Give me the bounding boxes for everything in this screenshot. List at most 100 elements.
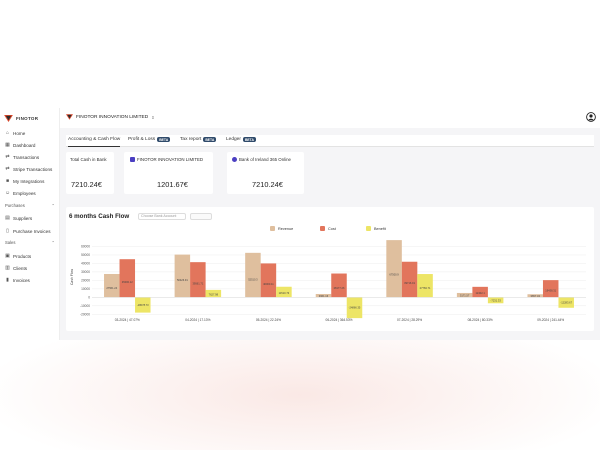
bank-of-ireland-icon (232, 157, 237, 163)
sidebar-item-label: My Integrations (13, 178, 45, 184)
top-bar: FINOTOR INNOVATION LIMITED ⇕ (60, 108, 600, 128)
suppliers-icon: ▤ (5, 214, 10, 221)
sales-section-label: Sales (5, 240, 16, 245)
y-tick-label: 50000 (81, 253, 90, 257)
data-label: -12283.67 (560, 301, 572, 305)
chevron-up-icon: ⌃ (51, 203, 55, 208)
sidebar-item-transactions[interactable]: ⇄ Transactions (5, 153, 57, 161)
data-label: 7627.98 (209, 292, 219, 296)
chevron-up-icon: ⌃ (51, 240, 55, 245)
bar-cost (542, 280, 559, 298)
x-tick-label: 08-2024 | 80.33% (468, 318, 493, 322)
cash-flow-bar-chart: 60000 50000 40000 30000 20000 10000 0 -10000 -20… (70, 240, 586, 322)
sidebar-item-dashboard[interactable]: ▦ Dashboard (5, 141, 57, 149)
data-label: 3657.34 (531, 294, 541, 298)
sidebar-item-label: Home (13, 130, 26, 136)
data-label: 27784.71 (420, 286, 431, 290)
finotor-logo-icon (4, 115, 13, 122)
bar-benefit (487, 297, 504, 304)
purchases-section-toggle[interactable]: Purchases ⌃ (5, 203, 55, 208)
company-balance-label: FINOTOR INNOVATION LIMITED (130, 157, 203, 163)
data-label: 40000.11 (263, 282, 274, 286)
stripe-icon: ⇄ (5, 165, 10, 172)
sales-section-toggle[interactable]: Sales ⌃ (5, 240, 55, 245)
tab-label: Accounting & Cash Flow (68, 137, 121, 142)
bank-account-card[interactable]: Bank of Ireland 365 Online 7210.24€ (227, 152, 304, 194)
legend-swatch (366, 226, 371, 231)
bank-account-value: 7210.24€ (252, 180, 283, 189)
sidebar-item-label: Employees (13, 190, 36, 196)
bar-revenue (315, 293, 332, 298)
legend-benefit[interactable]: Benefit (366, 226, 386, 231)
x-tick-label: 07-2024 | 28.29% (397, 318, 422, 322)
tab-tax-report[interactable]: Tax report BETA (180, 137, 217, 147)
tab-bar: Accounting & Cash Flow Profit & Loss BET… (66, 135, 594, 147)
legend-revenue[interactable]: Revenue (270, 226, 293, 231)
chart-title: 6 months Cash Flow (69, 213, 130, 220)
sidebar-item-label: Dashboard (13, 142, 36, 148)
data-label: 3961.16 (319, 294, 329, 298)
y-tick-label: -10000 (80, 304, 90, 308)
home-icon: ⌂ (5, 129, 10, 136)
y-tick-label: 20000 (81, 279, 90, 283)
user-avatar-icon[interactable] (586, 112, 596, 122)
legend-cost[interactable]: Cost (320, 226, 336, 231)
data-label: 27561.24 (106, 286, 117, 290)
bank-account-label: Bank of Ireland 365 Online (232, 157, 291, 163)
bar-benefit (135, 297, 151, 313)
tab-ledger[interactable]: Ledger BETA (226, 137, 256, 147)
data-label: 45000.12 (122, 280, 133, 284)
sidebar-item-label: Invoices (13, 277, 30, 283)
brand[interactable]: FINOTOR (4, 115, 38, 122)
sidebar-item-label: Purchase Invoices (13, 228, 51, 234)
app-window: FINOTOR ⌂ Home ▦ Dashboard ⇄ Transaction… (0, 108, 600, 340)
sidebar-item-home[interactable]: ⌂ Home (5, 129, 57, 137)
sidebar-item-products[interactable]: ▣ Products (5, 252, 57, 260)
bar-benefit (346, 297, 363, 319)
bar-revenue (386, 240, 402, 298)
sidebar-item-invoices[interactable]: ▮ Invoices (5, 276, 57, 284)
data-label: 12402.1 (475, 291, 485, 295)
data-label: 28177.26 (334, 286, 345, 290)
bar-benefit (205, 289, 222, 298)
bar-revenue (456, 292, 473, 298)
data-label: 5171.57 (460, 294, 470, 298)
bar-cost (119, 259, 136, 298)
tab-profit-loss[interactable]: Profit & Loss BETA (128, 137, 171, 147)
integrations-icon: ■ (5, 177, 10, 184)
legend-label: Cost (328, 226, 336, 231)
company-switcher[interactable]: FINOTOR INNOVATION LIMITED ⇕ (66, 114, 155, 120)
bar-revenue (245, 252, 261, 298)
data-label: 11510.73 (279, 291, 290, 295)
y-tick-label: -20000 (80, 313, 90, 317)
tab-accounting-cash-flow[interactable]: Accounting & Cash Flow (68, 137, 121, 147)
y-axis-label: Cash Flow (70, 268, 74, 285)
sidebar-item-clients[interactable]: ▥ Clients (5, 264, 57, 272)
legend-swatch (320, 226, 325, 231)
sidebar-item-suppliers[interactable]: ▤ Suppliers (5, 214, 57, 222)
bar-revenue (174, 254, 191, 298)
main-content: FINOTOR INNOVATION LIMITED ⇕ Accounting … (60, 108, 600, 340)
sidebar-item-my-integrations[interactable]: ■ My Integrations (5, 177, 57, 185)
x-tick-label: 04-2024 | 17.13% (185, 318, 210, 322)
sidebar-item-stripe-transactions[interactable]: ⇄ Stripe Transactions (5, 165, 57, 173)
bar-revenue (104, 273, 120, 298)
tab-label: Profit & Loss (128, 137, 156, 142)
sidebar-item-purchase-invoices[interactable]: ▯ Purchase Invoices (5, 227, 57, 235)
data-label: 52510.3 (248, 278, 258, 282)
bank-account-select[interactable]: Choose Bank Account (138, 213, 186, 220)
bar-cost (190, 262, 206, 298)
y-tick-label: 0 (88, 296, 90, 300)
data-label: -18078.73 (137, 303, 149, 307)
beta-badge: BETA (203, 137, 217, 142)
period-select[interactable] (190, 213, 212, 220)
sidebar-item-employees[interactable]: ☺ Employees (5, 189, 57, 197)
bar-cost (260, 263, 277, 298)
sidebar-item-label: Suppliers (13, 215, 33, 221)
company-bank-icon (130, 157, 135, 163)
sidebar-item-label: Stripe Transactions (13, 166, 53, 172)
tab-label: Ledger (226, 137, 241, 142)
sidebar-item-label: Products (13, 253, 32, 259)
company-balance-card[interactable]: FINOTOR INNOVATION LIMITED 1201.67€ (124, 152, 213, 194)
cash-flow-chart-card: 6 months Cash Flow Choose Bank Account R… (66, 207, 594, 331)
